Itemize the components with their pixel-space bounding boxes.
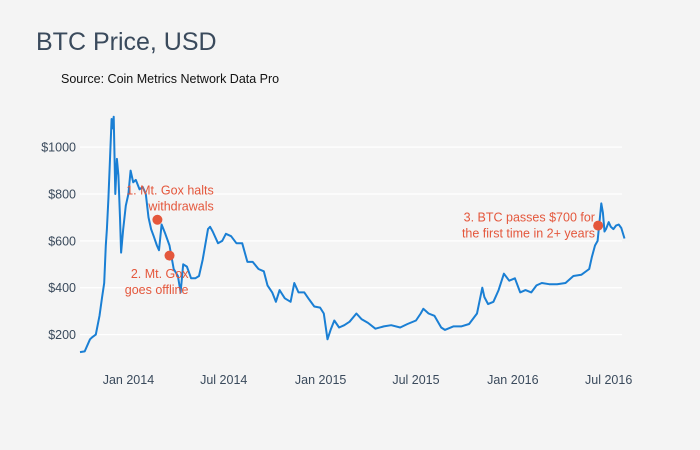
annotation-label-3: 3. BTC passes $700 for xyxy=(464,210,595,224)
annotations-layer: 1. Mt. Gox halts withdrawals 2. Mt. Gox goe… xyxy=(125,184,604,297)
x-axis: Jan 2014 Jul 2014 Jan 2015 Jul 2015 Jan 2016… xyxy=(103,373,633,387)
annotation-label-2: 2. Mt. Gox xyxy=(131,267,189,281)
annotation-marker-3 xyxy=(593,220,604,231)
series-layer xyxy=(79,115,626,354)
annotation-label-2: goes offline xyxy=(125,283,189,297)
y-tick-label: $400 xyxy=(48,281,76,295)
annotation-label-3: the first time in 2+ years xyxy=(462,226,595,240)
x-tick-label: Jul 2016 xyxy=(585,373,632,387)
x-tick-label: Jan 2016 xyxy=(487,373,538,387)
x-tick-label: Jul 2014 xyxy=(200,373,247,387)
grid-layer xyxy=(80,146,622,336)
y-tick-label: $200 xyxy=(48,328,76,342)
x-tick-label: Jan 2014 xyxy=(103,373,154,387)
y-tick-label: $1000 xyxy=(41,141,76,155)
y-tick-label: $600 xyxy=(48,234,76,248)
chart-title: BTC Price, USD xyxy=(36,28,217,56)
annotation-label-1: withdrawals xyxy=(147,200,213,214)
series-line-0 xyxy=(79,115,626,354)
y-tick-label: $800 xyxy=(48,188,76,202)
annotation-marker-1 xyxy=(152,214,163,225)
chart-source: Source: Coin Metrics Network Data Pro xyxy=(61,72,280,86)
y-axis: $200 $400 $600 $800 $1000 xyxy=(41,141,76,342)
x-tick-label: Jan 2015 xyxy=(295,373,346,387)
x-tick-label: Jul 2015 xyxy=(392,373,439,387)
annotation-marker-2 xyxy=(164,250,175,261)
annotation-label-1: 1. Mt. Gox halts xyxy=(126,184,214,198)
